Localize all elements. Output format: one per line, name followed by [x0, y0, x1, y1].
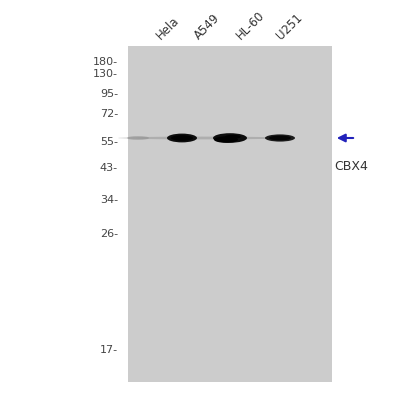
Ellipse shape [171, 135, 193, 141]
Ellipse shape [127, 136, 149, 140]
Ellipse shape [213, 133, 247, 143]
Text: A549: A549 [192, 11, 223, 42]
Text: 95-: 95- [100, 89, 118, 99]
Text: 34-: 34- [100, 195, 118, 205]
Text: 55-: 55- [100, 137, 118, 147]
Text: U251: U251 [274, 11, 305, 42]
Ellipse shape [269, 136, 291, 140]
Text: 43-: 43- [100, 163, 118, 173]
Ellipse shape [167, 134, 197, 142]
Text: CBX4: CBX4 [334, 160, 368, 173]
Ellipse shape [214, 136, 238, 143]
Text: 17-: 17- [100, 345, 118, 355]
Ellipse shape [118, 137, 286, 139]
Text: 72-: 72- [100, 109, 118, 119]
Text: HL-60: HL-60 [234, 8, 268, 42]
Bar [128, 46, 332, 382]
Ellipse shape [265, 134, 295, 142]
Text: 180-: 180- [93, 57, 118, 67]
Text: 26-: 26- [100, 229, 118, 239]
Text: Hela: Hela [154, 14, 182, 42]
Text: 130-: 130- [93, 69, 118, 79]
Ellipse shape [225, 135, 241, 139]
